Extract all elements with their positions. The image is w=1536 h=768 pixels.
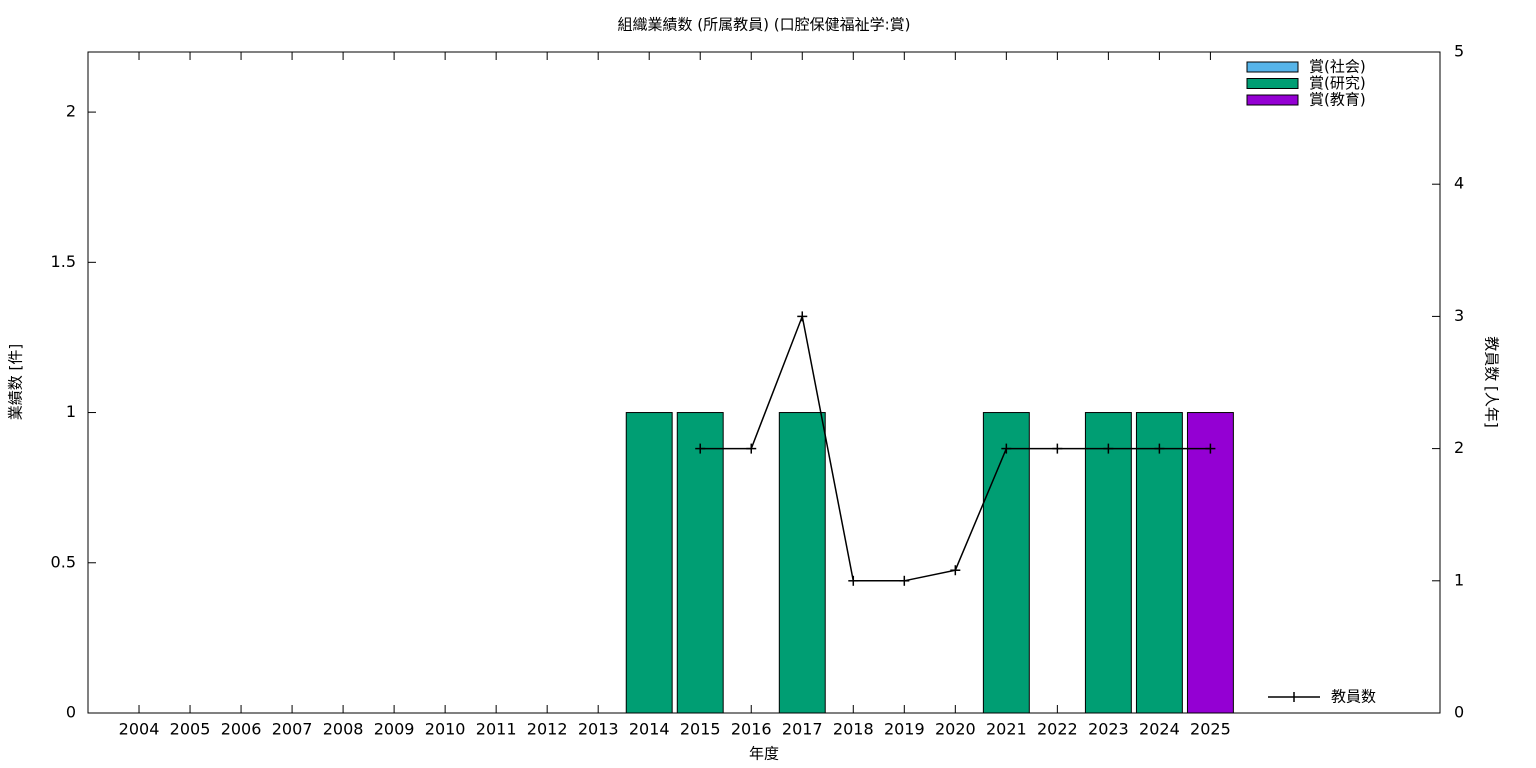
y-tick-label: 0.5	[51, 552, 76, 571]
bar	[625, 412, 673, 714]
y2-tick-label: 5	[1454, 42, 1464, 61]
x-tick-label: 2021	[986, 720, 1027, 739]
legend-label: 賞(教育)	[1309, 91, 1366, 109]
x-tick-label: 2011	[476, 720, 517, 739]
point-marker	[848, 575, 859, 586]
y-tick-label: 1	[66, 402, 76, 421]
x-tick-label: 2022	[1037, 720, 1078, 739]
x-tick-label: 2020	[935, 720, 976, 739]
x-tick-label: 2025	[1190, 720, 1231, 739]
x-tick-label: 2008	[323, 720, 364, 739]
x-tick-label: 2015	[680, 720, 721, 739]
legend-label: 教員数	[1331, 688, 1376, 706]
bar	[778, 412, 826, 714]
line-series	[700, 313, 1211, 582]
y2-axis-label: 教員数 [人年]	[1483, 336, 1501, 427]
y2-tick-label: 3	[1454, 306, 1464, 325]
point-marker	[746, 443, 757, 454]
y2-tick-label: 0	[1454, 703, 1464, 722]
y2-tick-label: 1	[1454, 570, 1464, 589]
legend-swatch	[1246, 94, 1299, 106]
x-tick-label: 2024	[1139, 720, 1180, 739]
y-tick-label: 2	[66, 102, 76, 121]
y2-tick-label: 2	[1454, 438, 1464, 457]
y-tick-label: 0	[66, 703, 76, 722]
bar	[1186, 412, 1234, 714]
y-axis-label: 業績数 [件]	[7, 344, 25, 420]
point-marker	[950, 565, 961, 576]
x-tick-label: 2017	[782, 720, 823, 739]
point-marker	[899, 575, 910, 586]
point-marker	[1205, 443, 1216, 454]
point-marker	[797, 311, 808, 322]
legend-swatch	[1246, 61, 1299, 73]
legend-label: 賞(社会)	[1309, 58, 1366, 76]
plot-frame	[87, 51, 1441, 714]
x-tick-label: 2004	[119, 720, 160, 739]
point-marker	[1001, 443, 1012, 454]
x-tick-label: 2012	[527, 720, 568, 739]
point-marker	[1103, 443, 1114, 454]
y2-tick-label: 4	[1454, 174, 1464, 193]
bar	[1084, 412, 1132, 714]
x-tick-label: 2014	[629, 720, 670, 739]
x-tick-label: 2007	[272, 720, 313, 739]
x-tick-label: 2009	[374, 720, 415, 739]
point-marker	[695, 443, 706, 454]
x-tick-label: 2010	[425, 720, 466, 739]
x-tick-label: 2013	[578, 720, 619, 739]
x-tick-label: 2023	[1088, 720, 1129, 739]
bar	[982, 412, 1030, 714]
y-tick-label: 1.5	[51, 252, 76, 271]
bar	[676, 412, 724, 714]
point-marker	[1052, 443, 1063, 454]
x-tick-label: 2018	[833, 720, 874, 739]
x-tick-label: 2019	[884, 720, 925, 739]
legend-swatch	[1246, 78, 1299, 89]
bar	[1135, 412, 1183, 714]
x-tick-label: 2005	[170, 720, 211, 739]
point-marker	[1154, 443, 1165, 454]
x-axis-label: 年度	[749, 745, 779, 763]
x-tick-label: 2016	[731, 720, 772, 739]
x-tick-label: 2006	[221, 720, 262, 739]
chart-title: 組織業績数 (所属教員) (口腔保健福祉学:賞)	[618, 16, 911, 34]
legend-label: 賞(研究)	[1309, 74, 1366, 92]
